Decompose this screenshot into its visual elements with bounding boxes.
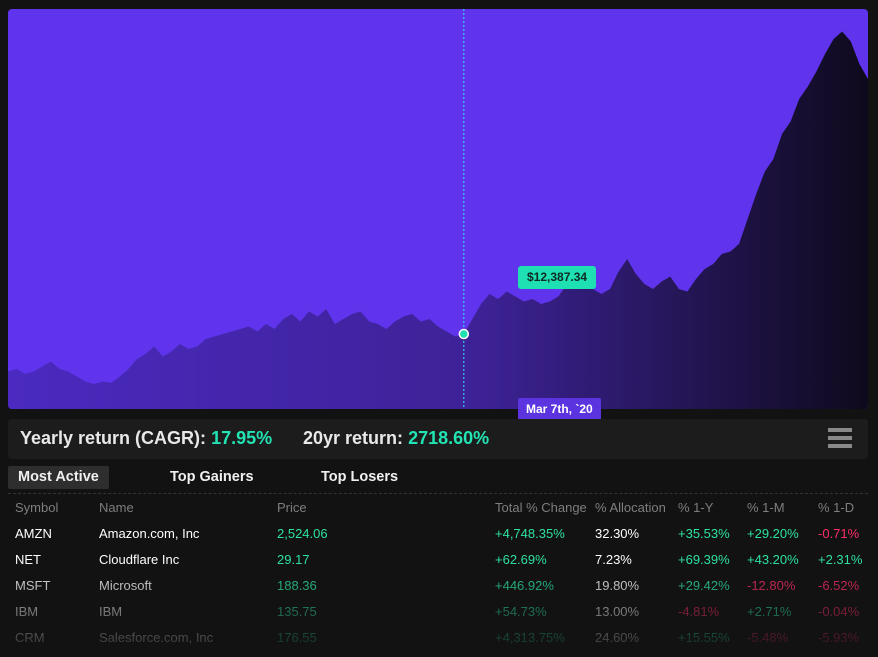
tab-divider [8,493,868,494]
table-cell: CRM [15,630,45,645]
table-cell: 19.80% [595,578,640,593]
area-series [8,31,868,409]
table-cell: -12.80% [747,578,796,593]
table-cell: IBM [99,604,123,619]
table-cell: Cloudflare Inc [99,552,180,567]
tab-bar: Most Active Top Gainers Top Losers [8,466,868,489]
value-tooltip: $12,387.34 [518,266,597,289]
table-cell: -4.81% [678,604,720,619]
stats-bar: Yearly return (CAGR): 17.95% 20yr return… [8,419,868,459]
table-cell: -5.93% [818,630,860,645]
table-cell: +62.69% [495,552,547,567]
column-header[interactable]: % 1-M [747,500,785,515]
table-cell: +43.20% [747,552,799,567]
cagr-value: 17.95% [211,428,273,448]
table-cell: +29.42% [678,578,730,593]
table-cell: 176.55 [277,630,317,645]
table-row[interactable]: NET Cloudflare Inc 29.17 +62.69% 7.23% +69.39… [8,548,868,574]
table-cell: +446.92% [495,578,554,593]
table-cell: 29.17 [277,552,310,567]
column-header[interactable]: % 1-Y [678,500,714,515]
table-cell: IBM [15,604,39,619]
table-cell: Microsoft [99,578,152,593]
column-header[interactable]: Price [277,500,307,515]
table-cell: +2.31% [818,552,863,567]
table-cell: +35.53% [678,526,730,541]
twenty-year-stat: 20yr return: 2718.60% [303,428,489,449]
table-cell: Amazon.com, Inc [99,526,200,541]
column-header[interactable]: Total % Change [495,500,587,515]
tab-top-losers[interactable]: Top Losers [321,469,399,485]
table-cell: +4,313.75% [495,630,565,645]
twenty-year-value: 2718.60% [408,428,490,448]
table-header: Symbol Name Price Total % Change % Allocatio… [8,496,868,522]
table-cell: NET [15,552,41,567]
twenty-year-label: 20yr return: [303,428,404,448]
table-cell: 13.00% [595,604,640,619]
table-cell: Salesforce.com, Inc [99,630,214,645]
table-row[interactable]: IBM IBM 135.75 +54.73% 13.00% -4.81% +2.71% -0.… [8,600,868,626]
table-cell: 24.60% [595,630,640,645]
table-cell: AMZN [15,526,52,541]
table-cell: +29.20% [747,526,799,541]
price-chart[interactable] [8,9,868,409]
table-cell: 135.75 [277,604,317,619]
table-cell: -0.04% [818,604,860,619]
table-cell: +15.55% [678,630,730,645]
column-header[interactable]: Name [99,500,134,515]
table-cell: 32.30% [595,526,640,541]
table-cell: 2,524.06 [277,526,328,541]
table-cell: 7.23% [595,552,632,567]
stock-table: Symbol Name Price Total % Change % Allocatio… [8,496,868,652]
table-cell: -5.48% [747,630,789,645]
date-label: Mar 7th, `20 [518,398,601,421]
table-row[interactable]: AMZN Amazon.com, Inc 2,524.06 +4,748.35% 32.… [8,522,868,548]
column-header[interactable]: % Allocation [595,500,666,515]
table-cell: -6.52% [818,578,860,593]
table-cell: -0.71% [818,526,860,541]
table-cell: 188.36 [277,578,317,593]
table-cell: +2.71% [747,604,792,619]
cagr-label: Yearly return (CAGR): [20,428,207,448]
column-header[interactable]: % 1-D [818,500,855,515]
table-cell: +4,748.35% [495,526,565,541]
tab-most-active[interactable]: Most Active [8,466,109,489]
chart-svg [8,9,868,409]
table-cell: MSFT [15,578,51,593]
table-row[interactable]: CRM Salesforce.com, Inc 176.55 +4,313.75% 24… [8,626,868,652]
table-cell: +69.39% [678,552,730,567]
table-row[interactable]: MSFT Microsoft 188.36 +446.92% 19.80% +29.42%… [8,574,868,600]
table-cell: +54.73% [495,604,547,619]
hover-point[interactable] [458,328,470,340]
column-header[interactable]: Symbol [15,500,59,515]
menu-icon[interactable] [828,428,852,450]
cagr-stat: Yearly return (CAGR): 17.95% [20,428,272,449]
tab-top-gainers[interactable]: Top Gainers [170,469,254,485]
